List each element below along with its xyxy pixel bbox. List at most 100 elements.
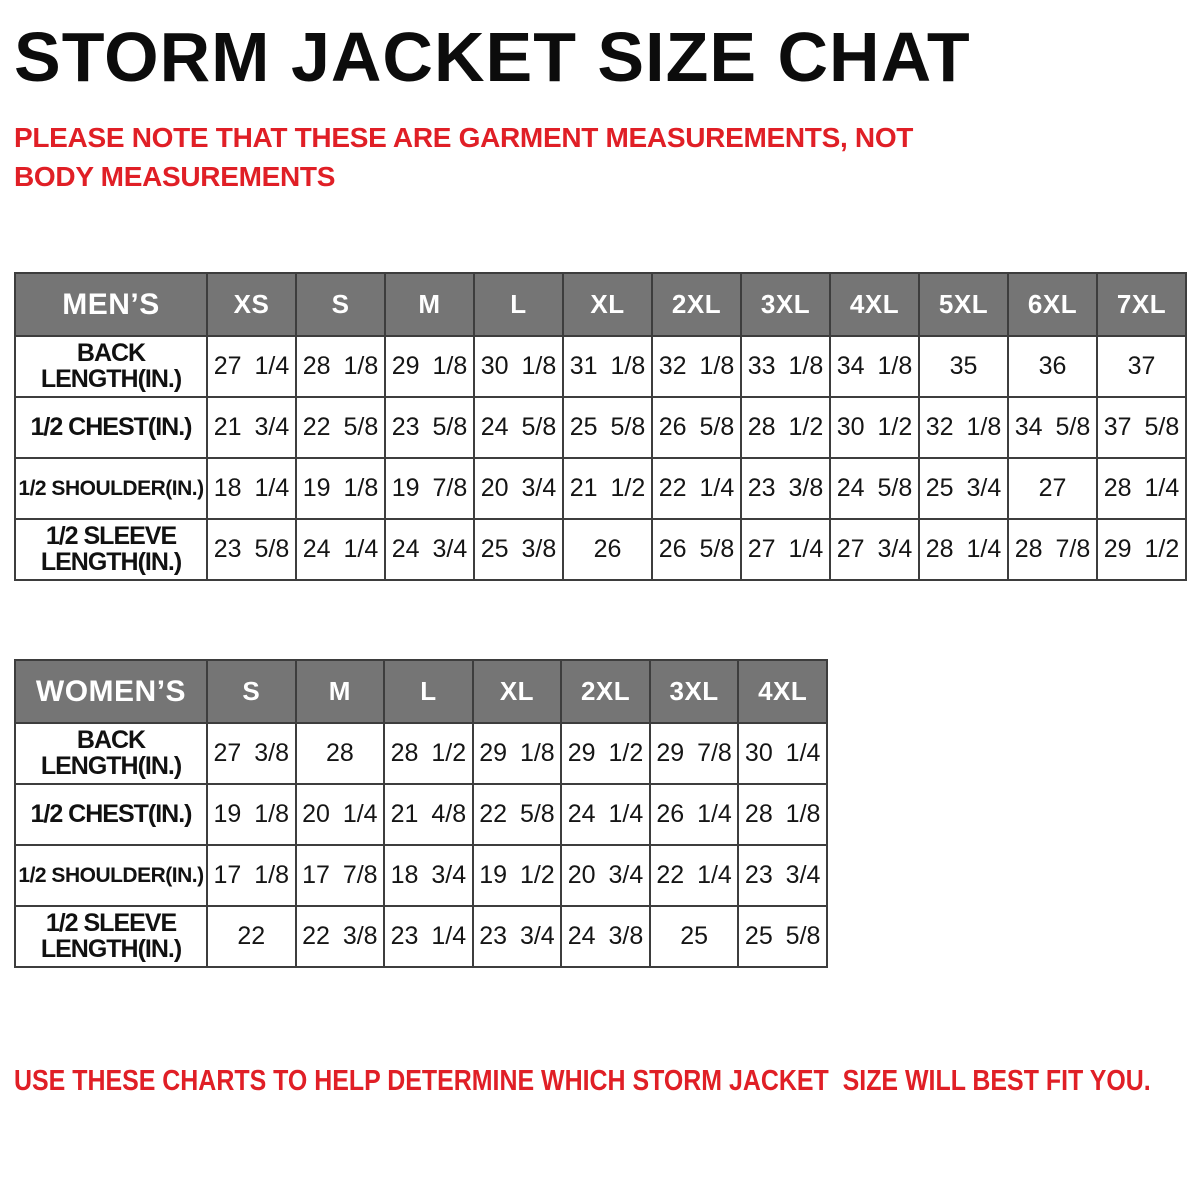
measurement-cell: 29 1/8	[471, 722, 563, 786]
size-column-header-m: M	[294, 659, 386, 725]
measurement-cell: 27	[1007, 457, 1098, 521]
measurement-row: BACK LENGTH(IN.) 27 1/4 28 1/8 29 1/8 30 1/8…	[14, 335, 1187, 399]
size-column-header-2xl: 2XL	[560, 659, 651, 725]
measurement-cell: 33 1/8	[740, 335, 831, 399]
garment-measurement-disclaimer: PLEASE NOTE THAT THESE ARE GARMENT MEASU…	[14, 122, 914, 192]
womens-size-table: WOMEN’S S M L XL 2XL 3XL 4XL BACK LENGTH(IN.) 27 …	[14, 659, 828, 969]
measurement-cell: 29 7/8	[648, 722, 740, 786]
measurement-row-label: 1/2 CHEST(IN.)	[14, 396, 208, 460]
measurement-cell: 26 1/4	[648, 783, 740, 847]
size-header-row: WOMEN’S S M L XL 2XL 3XL 4XL	[14, 659, 828, 725]
measurement-cell: 34 1/8	[829, 335, 920, 399]
size-column-header-l: L	[383, 659, 474, 725]
measurement-cell: 19 7/8	[384, 457, 475, 521]
measurement-cell: 28 7/8	[1007, 518, 1098, 582]
measurement-cell: 19 1/8	[295, 457, 386, 521]
measurement-cell: 32 1/8	[918, 396, 1009, 460]
measurement-cell: 27 1/4	[206, 335, 297, 399]
measurement-cell: 23 3/8	[740, 457, 831, 521]
measurement-row-label: 1/2 SLEEVE LENGTH(IN.)	[14, 905, 208, 969]
measurement-cell: 29 1/2	[1096, 518, 1187, 582]
size-column-header-6xl: 6XL	[1007, 272, 1098, 338]
size-column-header-3xl: 3XL	[740, 272, 831, 338]
measurement-cell: 31 1/8	[562, 335, 653, 399]
footer-note: USE THESE CHARTS TO HELP DETERMINE WHICH…	[14, 1065, 1151, 1098]
size-column-header-4xl: 4XL	[737, 659, 828, 725]
measurement-cell: 30 1/4	[737, 722, 828, 786]
measurement-cell: 28 1/8	[737, 783, 828, 847]
measurement-cell: 34 5/8	[1007, 396, 1098, 460]
measurement-cell: 28 1/2	[383, 722, 474, 786]
measurement-cell: 24 1/4	[560, 783, 651, 847]
measurement-row-label: 1/2 SHOULDER(IN.)	[14, 457, 208, 521]
mens-size-table: MEN’S XS S M L XL 2XL 3XL 4XL 5XL 6XL 7XL BACK LENGT…	[14, 272, 1187, 582]
measurement-row-label: 1/2 CHEST(IN.)	[14, 783, 208, 847]
measurement-cell: 20 3/4	[473, 457, 564, 521]
size-column-header-m: M	[384, 272, 475, 338]
measurement-cell: 23 1/4	[383, 905, 474, 969]
measurement-cell: 24 3/4	[384, 518, 475, 582]
measurement-cell: 23 5/8	[206, 518, 297, 582]
measurement-cell: 27 3/4	[829, 518, 920, 582]
measurement-cell: 24 5/8	[829, 457, 920, 521]
page-title: STORM JACKET SIZE CHAT	[14, 18, 971, 96]
measurement-cell: 23 3/4	[737, 844, 828, 908]
size-column-header-s: S	[295, 272, 386, 338]
measurement-row-label: 1/2 SLEEVE LENGTH(IN.)	[14, 518, 208, 582]
measurement-row: 1/2 SHOULDER(IN.) 17 1/8 17 7/8 18 3/4 19 1/…	[14, 844, 828, 908]
measurement-cell: 28 1/4	[918, 518, 1009, 582]
measurement-cell: 25 5/8	[737, 905, 828, 969]
measurement-cell: 22 1/4	[648, 844, 740, 908]
measurement-cell: 19 1/8	[206, 783, 297, 847]
measurement-cell: 37	[1096, 335, 1187, 399]
measurement-cell: 26 5/8	[651, 396, 742, 460]
measurement-cell: 28 1/4	[1096, 457, 1187, 521]
measurement-row: 1/2 SLEEVE LENGTH(IN.) 22 22 3/8 23 1/4 23 3…	[14, 905, 828, 969]
measurement-row-label: BACK LENGTH(IN.)	[14, 722, 208, 786]
measurement-cell: 18 3/4	[383, 844, 474, 908]
measurement-cell: 22	[206, 905, 297, 969]
measurement-cell: 24 5/8	[473, 396, 564, 460]
measurement-cell: 21 4/8	[383, 783, 474, 847]
size-column-header-xs: XS	[206, 272, 297, 338]
measurement-cell: 19 1/2	[471, 844, 563, 908]
measurement-cell: 22 3/8	[294, 905, 386, 969]
measurement-cell: 28	[294, 722, 386, 786]
measurement-cell: 28 1/8	[295, 335, 386, 399]
measurement-row: BACK LENGTH(IN.) 27 3/8 28 28 1/2 29 1/8 29 1…	[14, 722, 828, 786]
measurement-cell: 27 1/4	[740, 518, 831, 582]
size-column-header-5xl: 5XL	[918, 272, 1009, 338]
size-column-header-l: L	[473, 272, 564, 338]
measurement-cell: 25 3/4	[918, 457, 1009, 521]
size-column-header-xl: XL	[471, 659, 563, 725]
measurement-row-label: 1/2 SHOULDER(IN.)	[14, 844, 208, 908]
measurement-cell: 35	[918, 335, 1009, 399]
measurement-cell: 22 5/8	[295, 396, 386, 460]
size-column-header-7xl: 7XL	[1096, 272, 1187, 338]
measurement-cell: 23 5/8	[384, 396, 475, 460]
measurement-cell: 23 3/4	[471, 905, 563, 969]
measurement-cell: 32 1/8	[651, 335, 742, 399]
measurement-cell: 25	[648, 905, 740, 969]
measurement-cell: 21 1/2	[562, 457, 653, 521]
measurement-cell: 24 1/4	[295, 518, 386, 582]
measurement-cell: 20 3/4	[560, 844, 651, 908]
measurement-cell: 17 1/8	[206, 844, 297, 908]
size-column-header-s: S	[206, 659, 297, 725]
measurement-cell: 27 3/8	[206, 722, 297, 786]
measurement-cell: 18 1/4	[206, 457, 297, 521]
measurement-cell: 36	[1007, 335, 1098, 399]
group-header: WOMEN’S	[14, 659, 208, 725]
measurement-cell: 37 5/8	[1096, 396, 1187, 460]
size-header-row: MEN’S XS S M L XL 2XL 3XL 4XL 5XL 6XL 7XL	[14, 272, 1187, 338]
measurement-cell: 22 1/4	[651, 457, 742, 521]
measurement-row: 1/2 SHOULDER(IN.) 18 1/4 19 1/8 19 7/8 20 3/…	[14, 457, 1187, 521]
size-column-header-4xl: 4XL	[829, 272, 920, 338]
measurement-cell: 25 5/8	[562, 396, 653, 460]
group-header: MEN’S	[14, 272, 208, 338]
measurement-cell: 30 1/2	[829, 396, 920, 460]
measurement-cell: 25 3/8	[473, 518, 564, 582]
measurement-cell: 21 3/4	[206, 396, 297, 460]
measurement-cell: 28 1/2	[740, 396, 831, 460]
